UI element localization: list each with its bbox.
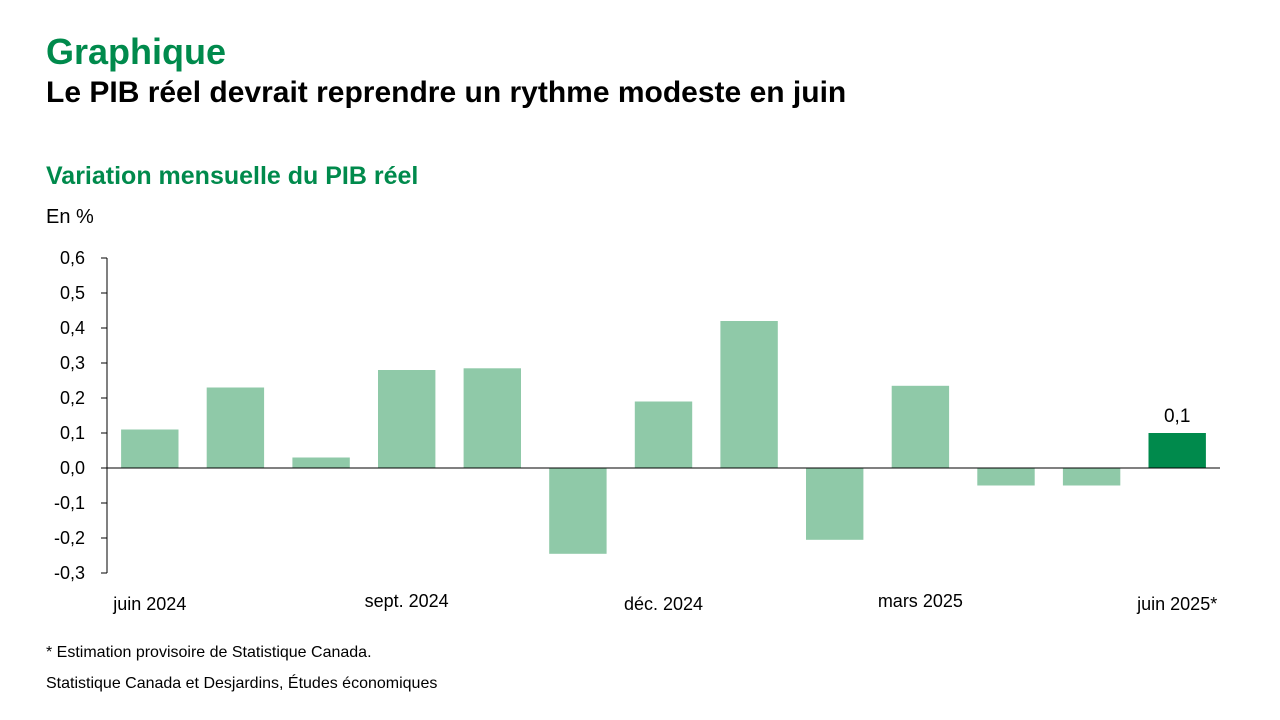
footnote-estimate: * Estimation provisoire de Statistique C… (46, 644, 372, 661)
bar (378, 370, 436, 468)
y-axis-unit: En % (46, 206, 94, 228)
bar (1148, 433, 1206, 468)
bar (121, 429, 179, 468)
x-tick-label: déc. 2024 (624, 594, 703, 614)
bar (806, 468, 864, 540)
y-tick-label: -0,1 (54, 493, 85, 513)
bar (1062, 468, 1121, 486)
y-tick-label: 0,1 (60, 423, 85, 443)
bar (292, 457, 350, 468)
bar (720, 321, 778, 468)
heading: Graphique Le PIB réel devrait reprendre … (46, 30, 846, 112)
bar (634, 401, 693, 468)
x-tick-label: sept. 2024 (365, 591, 449, 611)
bar (977, 468, 1035, 486)
bar (549, 468, 607, 554)
heading-title: Le PIB réel devrait reprendre un rythme … (46, 76, 847, 109)
chart-title: Variation mensuelle du PIB réel (46, 162, 419, 190)
y-tick-label: 0,0 (60, 458, 85, 478)
y-tick-label: 0,5 (60, 283, 85, 303)
source-note: Statistique Canada et Desjardins, Études… (46, 675, 438, 692)
x-tick-label: juin 2025* (1136, 594, 1217, 614)
y-tick-label: 0,6 (60, 248, 85, 268)
x-tick-label: mars 2025 (878, 591, 963, 611)
y-tick-label: 0,3 (60, 353, 85, 373)
y-tick-label: 0,2 (60, 388, 85, 408)
bar (206, 387, 265, 468)
bar (891, 385, 950, 469)
y-tick-label: 0,4 (60, 318, 85, 338)
bar (463, 368, 521, 469)
x-tick-label: juin 2024 (112, 594, 186, 614)
heading-kicker: Graphique (46, 31, 227, 72)
data-label: 0,1 (1164, 406, 1190, 427)
y-tick-label: -0,3 (54, 563, 85, 583)
y-tick-label: -0,2 (54, 528, 85, 548)
